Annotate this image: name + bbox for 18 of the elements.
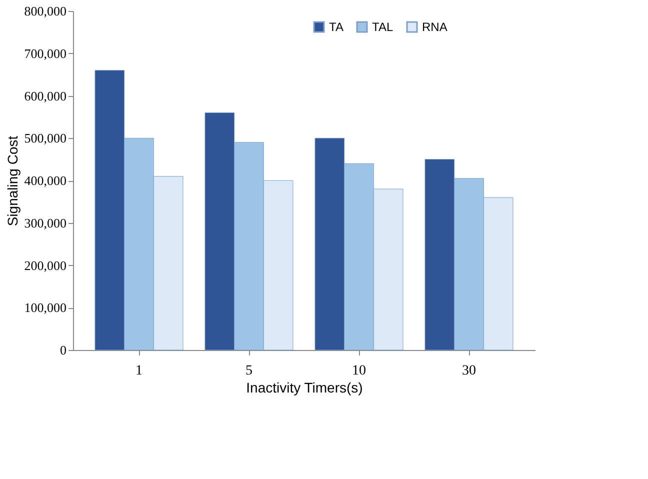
y-tick-label: 100,000: [24, 300, 66, 316]
y-tick-label: 500,000: [24, 130, 66, 146]
legend-label: TA: [329, 20, 344, 34]
x-tick-label: 30: [462, 364, 476, 378]
x-axis-title: Inactivity Timers(s): [246, 380, 363, 396]
y-tick-label: 700,000: [24, 46, 66, 61]
y-tick-label: 800,000: [24, 4, 66, 18]
y-axis-title: Signaling Cost: [4, 136, 20, 226]
x-tick-label: 10: [352, 364, 366, 378]
y-tick-label: 0: [60, 342, 66, 358]
y-tick-label: 600,000: [24, 88, 66, 104]
x-tick-label: 5: [246, 364, 252, 378]
legend-label: TAL: [372, 20, 394, 34]
y-tick-label: 300,000: [24, 215, 66, 230]
x-tick-label: 1: [136, 364, 142, 378]
y-tick-label: 400,000: [24, 173, 66, 188]
legend-label: RNA: [422, 20, 448, 34]
y-tick-label: 200,000: [24, 258, 66, 273]
